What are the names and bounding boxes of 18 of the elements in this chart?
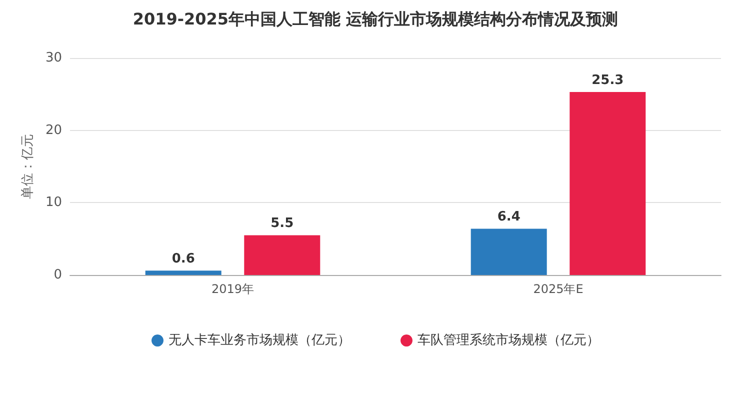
- bar: [570, 92, 646, 275]
- y-tick-label: 10: [45, 195, 62, 210]
- chart-title: 2019-2025年中国人工智能 运输行业市场规模结构分布情况及预测: [132, 10, 618, 28]
- data-label: 0.6: [172, 252, 195, 267]
- data-label: 25.3: [592, 72, 624, 88]
- x-tick-label: 2019年: [211, 282, 254, 296]
- x-tick-label: 2025年E: [533, 282, 584, 296]
- bar: [145, 270, 222, 275]
- y-tick-label: 0: [54, 268, 62, 282]
- y-axis-title: 单位：亿元: [20, 134, 36, 199]
- legend-label: 无人卡车业务市场规模（亿元）: [168, 333, 350, 348]
- data-label: 6.4: [497, 210, 520, 225]
- bar: [470, 228, 547, 275]
- bar: [244, 235, 320, 275]
- legend-label: 车队管理系统市场规模（亿元）: [418, 333, 600, 348]
- data-label: 5.5: [270, 216, 294, 232]
- y-tick-label: 30: [45, 50, 62, 66]
- y-tick-label: 20: [45, 122, 62, 138]
